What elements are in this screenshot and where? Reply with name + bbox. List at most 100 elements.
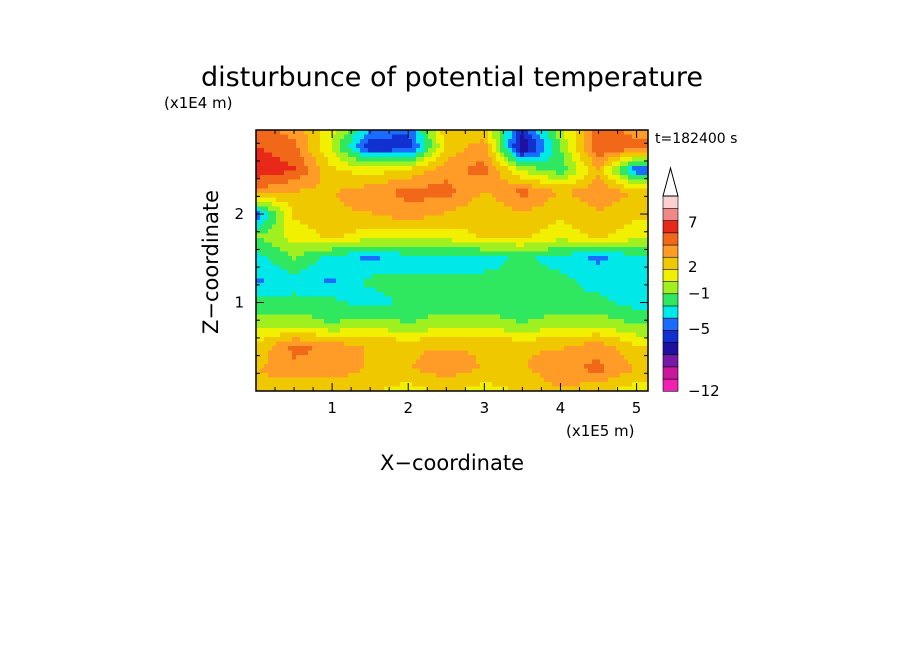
field-cell xyxy=(492,184,497,190)
field-cell xyxy=(508,202,513,208)
field-cell xyxy=(584,274,589,280)
field-cell xyxy=(392,269,397,275)
field-cell xyxy=(640,148,645,154)
field-cell xyxy=(516,283,521,289)
field-cell xyxy=(520,350,525,356)
field-cell xyxy=(496,220,501,226)
field-cell xyxy=(284,220,289,226)
field-cell xyxy=(444,269,449,275)
field-cell xyxy=(424,170,429,176)
field-cell xyxy=(488,278,493,284)
field-cell xyxy=(560,265,565,271)
field-cell xyxy=(432,130,437,136)
field-cell xyxy=(400,328,405,334)
field-cell xyxy=(268,170,273,176)
field-cell xyxy=(468,224,473,230)
field-cell xyxy=(548,310,553,316)
field-cell xyxy=(628,220,633,226)
field-cell xyxy=(300,355,305,361)
field-cell xyxy=(552,229,557,235)
field-cell xyxy=(332,206,337,212)
field-cell xyxy=(300,206,305,212)
field-cell xyxy=(328,211,333,217)
field-cell xyxy=(612,157,617,163)
field-cell xyxy=(460,314,465,320)
field-cell xyxy=(268,224,273,230)
field-cell xyxy=(524,229,529,235)
field-cell xyxy=(444,287,449,293)
field-cell xyxy=(336,157,341,163)
field-cell xyxy=(620,355,625,361)
field-cell xyxy=(628,197,633,203)
field-cell xyxy=(496,206,501,212)
field-cell xyxy=(356,265,361,271)
field-cell xyxy=(632,283,637,289)
field-cell xyxy=(488,251,493,257)
field-cell xyxy=(456,229,461,235)
field-cell xyxy=(532,292,537,298)
field-cell xyxy=(328,152,333,158)
field-cell xyxy=(332,170,337,176)
field-cell xyxy=(560,314,565,320)
field-cell xyxy=(256,193,261,199)
field-cell xyxy=(328,305,333,311)
field-cell xyxy=(544,157,549,163)
field-cell xyxy=(344,278,349,284)
field-cell xyxy=(600,238,605,244)
field-cell xyxy=(324,197,329,203)
field-cell xyxy=(400,211,405,217)
field-cell xyxy=(316,283,321,289)
field-cell xyxy=(464,319,469,325)
field-cell xyxy=(352,233,357,239)
field-cell xyxy=(432,152,437,158)
field-cell xyxy=(372,355,377,361)
field-cell xyxy=(348,202,353,208)
field-cell xyxy=(584,332,589,338)
field-cell xyxy=(420,139,425,145)
field-cell xyxy=(384,355,389,361)
field-cell xyxy=(548,184,553,190)
field-cell xyxy=(520,170,525,176)
field-cell xyxy=(256,242,261,248)
field-cell xyxy=(560,287,565,293)
field-cell xyxy=(460,305,465,311)
field-cell xyxy=(396,256,401,262)
field-cell xyxy=(588,130,593,136)
field-cell xyxy=(324,337,329,343)
field-cell xyxy=(392,287,397,293)
field-cell xyxy=(440,152,445,158)
field-cell xyxy=(492,301,497,307)
field-cell xyxy=(564,332,569,338)
field-cell xyxy=(424,287,429,293)
field-cell xyxy=(276,350,281,356)
field-cell xyxy=(332,220,337,226)
field-cell xyxy=(604,220,609,226)
field-cell xyxy=(632,152,637,158)
field-cell xyxy=(488,193,493,199)
field-cell xyxy=(264,287,269,293)
field-cell xyxy=(596,278,601,284)
field-cell xyxy=(428,134,433,140)
field-cell xyxy=(640,314,645,320)
field-cell xyxy=(504,328,509,334)
field-cell xyxy=(628,355,633,361)
field-cell xyxy=(372,161,377,167)
field-cell xyxy=(484,341,489,347)
field-cell xyxy=(528,134,533,140)
field-cell xyxy=(256,224,261,230)
field-cell xyxy=(508,247,513,253)
field-cell xyxy=(540,161,545,167)
field-cell xyxy=(356,188,361,194)
field-cell xyxy=(284,278,289,284)
field-cell xyxy=(404,328,409,334)
field-cell xyxy=(344,206,349,212)
field-cell xyxy=(460,152,465,158)
field-cell xyxy=(464,175,469,181)
field-cell xyxy=(616,211,621,217)
field-cell xyxy=(504,251,509,257)
field-cell xyxy=(292,337,297,343)
field-cell xyxy=(396,283,401,289)
field-cell xyxy=(600,211,605,217)
field-cell xyxy=(604,215,609,221)
field-cell xyxy=(480,215,485,221)
